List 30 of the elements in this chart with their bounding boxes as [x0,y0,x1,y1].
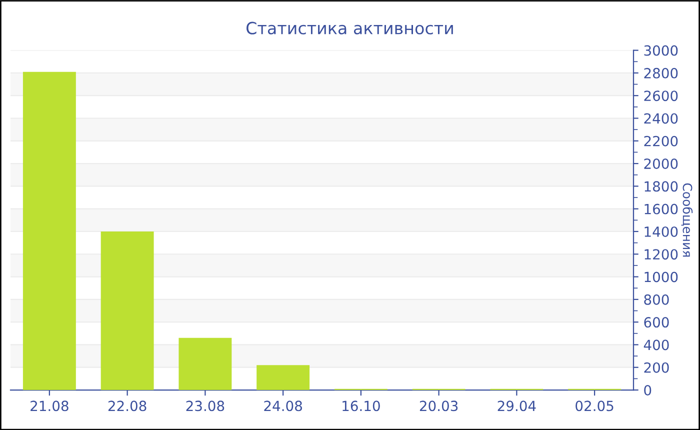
y-tick-label: 600 [644,317,669,328]
y-tick-label: 1000 [644,272,678,282]
chart-title: Статистика активности [246,22,453,34]
y-axis-title: Сообщения [681,183,693,257]
y-tick-label: 3000 [644,45,678,56]
bar [22,72,76,390]
y-tick-label: 200 [644,362,669,373]
y-tick-label: 1400 [644,226,678,237]
y-tick-label: 1800 [644,181,678,192]
x-tick-label: 21.08 [30,400,68,412]
y-tick-label: 1200 [644,249,678,260]
y-tick-label: 2000 [644,158,678,170]
y-tick-label: 1600 [644,204,678,214]
x-tick-label: 02.05 [576,400,614,412]
x-tick-label: 23.08 [186,400,224,412]
x-tick-label: 20.03 [420,400,458,412]
y-tick-label: 800 [644,294,669,305]
x-tick-label: 29.04 [498,400,536,412]
y-tick-label: 0 [644,384,652,396]
y-tick-label: 2800 [644,68,678,78]
y-tick-label: 2400 [644,113,678,124]
x-tick-label: 24.08 [264,400,302,412]
x-tick-label: 16.10 [342,400,380,412]
y-tick-label: 400 [644,340,669,350]
bar [100,231,154,390]
bar [256,365,310,390]
y-tick-label: 2600 [644,90,678,102]
x-tick-label: 22.08 [108,400,146,412]
y-tick-label: 2200 [644,136,678,146]
bar [178,338,232,390]
